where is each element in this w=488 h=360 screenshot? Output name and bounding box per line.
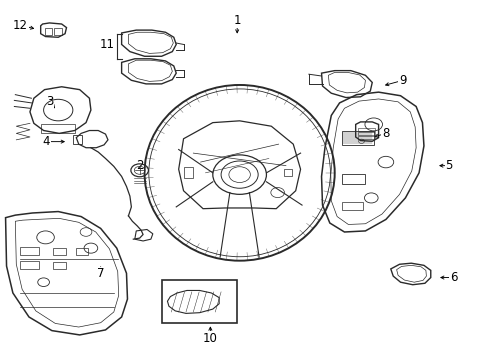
Text: 11: 11 — [99, 38, 114, 51]
Text: 4: 4 — [42, 135, 50, 148]
Text: 6: 6 — [449, 271, 457, 284]
Text: 12: 12 — [13, 19, 28, 32]
Text: 1: 1 — [233, 14, 241, 27]
Text: 5: 5 — [445, 159, 452, 172]
Text: 3: 3 — [46, 95, 53, 108]
Text: 2: 2 — [136, 159, 143, 172]
Text: 8: 8 — [382, 127, 389, 140]
Text: 7: 7 — [97, 267, 104, 280]
Text: 10: 10 — [203, 332, 217, 345]
Text: 9: 9 — [398, 74, 406, 87]
